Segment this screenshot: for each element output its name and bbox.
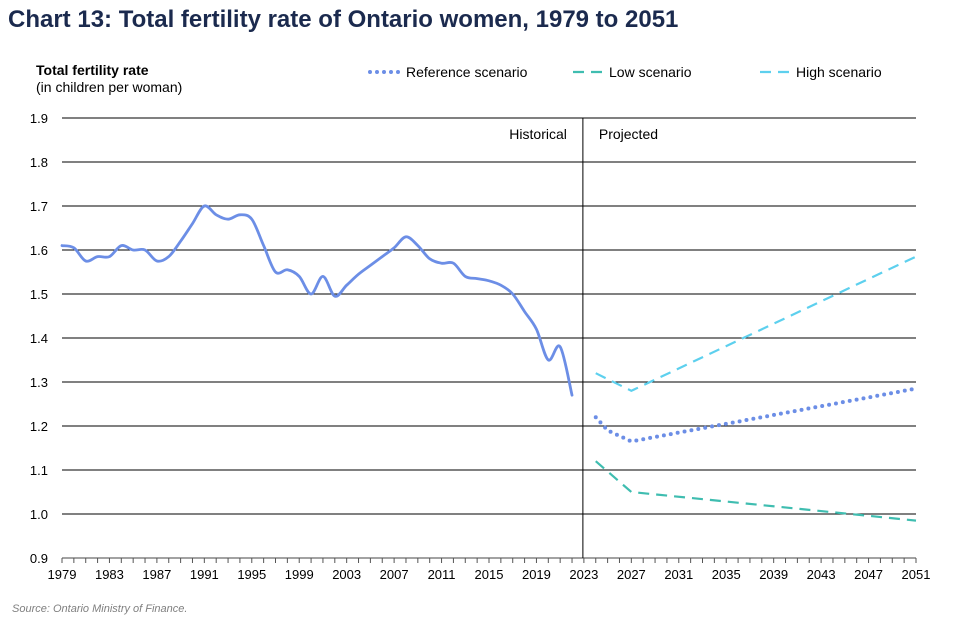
x-tick-label: 2019 (522, 567, 551, 582)
y-tick-label: 1.5 (30, 287, 48, 302)
x-tick-label: 2035 (712, 567, 741, 582)
region-label-projected: Projected (599, 126, 658, 142)
y-tick-label: 1.4 (30, 331, 48, 346)
x-tick-label: 1991 (190, 567, 219, 582)
y-tick-label: 1.0 (30, 507, 48, 522)
x-tick-label: 1979 (48, 567, 77, 582)
legend-label-low-scenario: Low scenario (609, 64, 692, 80)
source-note: Source: Ontario Ministry of Finance. (12, 603, 188, 615)
series-line-high-scenario (595, 255, 917, 393)
y-tick-label: 1.9 (30, 111, 48, 126)
y-axis-label-sub: (in children per woman) (36, 79, 183, 95)
y-tick-label: 1.3 (30, 375, 48, 390)
series-lines (60, 204, 918, 522)
x-tick-label: 1987 (142, 567, 171, 582)
x-axis: 1979 1983 1987 1991 1995 1999 2003 2007 2011 2015… (48, 558, 931, 582)
y-tick-label: 1.1 (30, 463, 48, 478)
x-tick-label: 2043 (807, 567, 836, 582)
x-tick-label: 2031 (664, 567, 693, 582)
y-axis-label: Total fertility rate (in children per wo… (36, 62, 182, 96)
x-tick-label: 2023 (569, 567, 598, 582)
x-tick-label: 2047 (854, 567, 883, 582)
historical-projected-divider: Historical Projected (509, 118, 658, 558)
chart-title: Chart 13: Total fertility rate of Ontari… (8, 6, 679, 33)
series-line-low-scenario (595, 460, 917, 522)
y-axis-label-main: Total fertility rate (36, 62, 149, 78)
legend-label-reference-scenario: Reference scenario (406, 64, 528, 80)
x-tick-label: 1983 (95, 567, 124, 582)
y-tick-label: 1.8 (30, 155, 48, 170)
y-tick-labels: 0.9 1.0 1.1 1.2 1.3 1.4 1.5 1.6 1.7 1.8 1.9 (30, 111, 48, 566)
y-tick-label: 1.7 (30, 199, 48, 214)
x-tick-label: 2011 (428, 567, 456, 582)
series-line-historical (60, 204, 574, 397)
x-tick-label: 2051 (902, 567, 931, 582)
legend-label-high-scenario: High scenario (796, 64, 882, 80)
x-tick-label: 1999 (285, 567, 314, 582)
region-label-historical: Historical (509, 126, 567, 142)
series-line-reference-scenario (593, 386, 918, 444)
x-tick-label: 2039 (759, 567, 788, 582)
x-tick-label: 1995 (237, 567, 266, 582)
y-tick-label: 0.9 (30, 551, 48, 566)
legend: Reference scenario Low scenario High scena… (368, 64, 882, 80)
y-tick-label: 1.2 (30, 419, 48, 434)
x-tick-label: 2027 (617, 567, 646, 582)
x-tick-label: 2007 (380, 567, 409, 582)
gridlines (62, 117, 916, 559)
x-tick-label: 2015 (475, 567, 504, 582)
y-tick-label: 1.6 (30, 243, 48, 258)
x-tick-label: 2003 (332, 567, 361, 582)
